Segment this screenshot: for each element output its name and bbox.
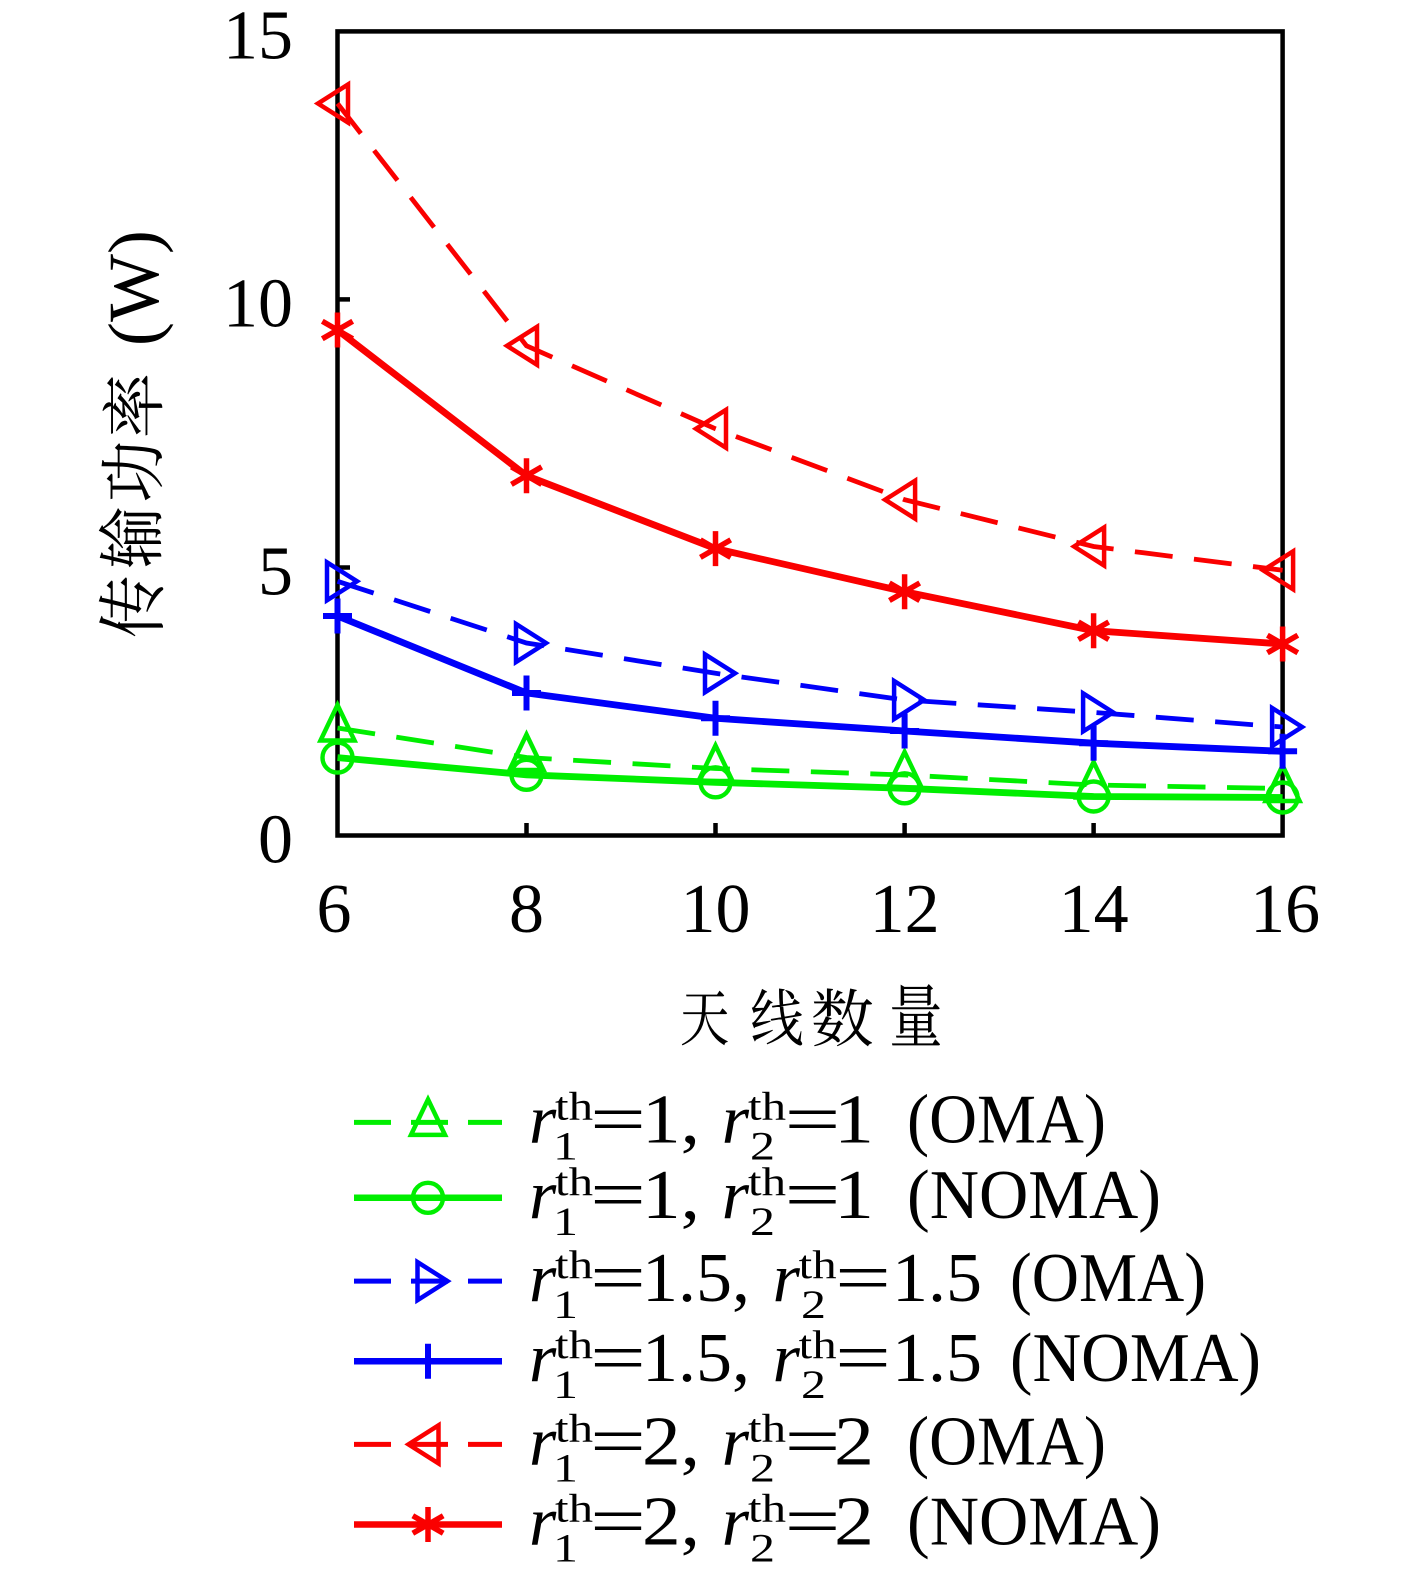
svg-text:10: 10: [223, 265, 293, 342]
svg-text:8: 8: [509, 871, 544, 948]
svg-text:6: 6: [317, 871, 352, 948]
svg-text:14: 14: [1059, 871, 1129, 948]
svg-text:12: 12: [870, 871, 940, 948]
svg-text:10: 10: [681, 871, 751, 948]
svg-text:(W): (W): [94, 230, 174, 346]
svg-text:0: 0: [258, 802, 293, 879]
svg-text:15: 15: [223, 0, 293, 74]
svg-text:16: 16: [1250, 871, 1320, 948]
svg-text:5: 5: [258, 534, 293, 611]
